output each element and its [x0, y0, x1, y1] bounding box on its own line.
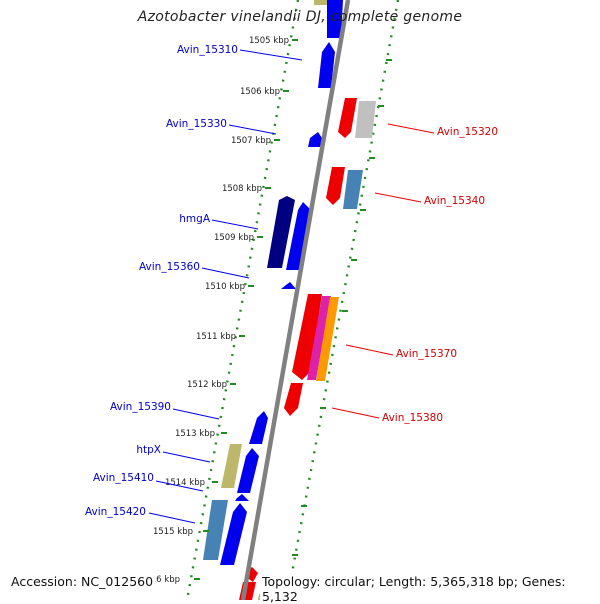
gene-feature[interactable] — [249, 411, 268, 444]
tick-label: 1510 kbp — [205, 282, 245, 292]
gene-feature[interactable] — [338, 98, 357, 138]
gene-feature[interactable] — [327, 0, 343, 38]
gene-feature[interactable] — [343, 170, 363, 209]
gene-feature[interactable] — [267, 196, 295, 268]
gene-feature[interactable] — [203, 500, 228, 560]
leader-line-htpx — [162, 451, 211, 463]
gene-feature[interactable] — [237, 448, 259, 493]
gene-label-avin-15320[interactable]: Avin_15320 — [437, 126, 498, 138]
gene-label-avin-15420[interactable]: Avin_15420 — [85, 506, 146, 518]
gene-label-avin-15410[interactable]: Avin_15410 — [93, 472, 154, 484]
right-tick-track — [285, 0, 400, 601]
genome-title: Azotobacter vinelandii DJ, complete geno… — [137, 9, 463, 25]
tick-label: 1512 kbp — [187, 380, 227, 390]
gene-feature[interactable] — [284, 383, 303, 416]
gene-feature[interactable] — [281, 282, 296, 289]
leader-line-avin-15420 — [148, 512, 196, 524]
leader-line-avin-15360 — [201, 267, 250, 279]
gene-label-htpx[interactable]: htpX — [136, 444, 161, 456]
leader-line-avin-15390 — [172, 408, 220, 420]
leader-line-avin-15340 — [374, 192, 422, 203]
gene-feature[interactable] — [326, 167, 345, 205]
gene-feature[interactable] — [355, 101, 376, 138]
gene-label-avin-15360[interactable]: Avin_15360 — [139, 261, 200, 273]
tick-label: 1505 kbp — [249, 36, 289, 46]
gene-label-avin-15370[interactable]: Avin_15370 — [396, 348, 457, 360]
tick-label: 1511 kbp — [196, 332, 236, 342]
leader-line-hmga — [211, 219, 259, 230]
tick-label: 1514 kbp — [165, 478, 205, 488]
leader-line-avin-15330 — [228, 124, 277, 135]
gene-feature[interactable] — [221, 444, 242, 488]
leader-line-avin-15370 — [345, 344, 394, 356]
gene-label-avin-15310[interactable]: Avin_15310 — [177, 44, 238, 56]
tick-label: 516 kbp — [145, 575, 180, 585]
leader-line-avin-15310 — [239, 49, 303, 61]
tick-label: 1508 kbp — [222, 184, 262, 194]
gene-feature[interactable] — [308, 132, 322, 147]
tick-label: 1507 kbp — [231, 136, 271, 146]
leader-lines — [148, 49, 435, 524]
gene-feature[interactable] — [220, 503, 247, 565]
tick-label: 1509 kbp — [214, 233, 254, 243]
gene-label-hmga[interactable]: hmgA — [179, 213, 211, 225]
gene-feature[interactable] — [307, 296, 331, 380]
topology-text: Topology: circular; Length: 5,365,318 bp… — [260, 574, 600, 604]
gene-labels: Avin_15310 Avin_15330 hmgA Avin_15360 Av… — [85, 44, 498, 518]
gene-label-avin-15380[interactable]: Avin_15380 — [382, 412, 443, 424]
gene-label-avin-15330[interactable]: Avin_15330 — [166, 118, 227, 130]
leader-line-avin-15320 — [387, 123, 435, 134]
gene-feature[interactable] — [292, 294, 322, 380]
leader-line-avin-15410 — [155, 480, 204, 492]
gene-label-avin-15390[interactable]: Avin_15390 — [110, 401, 171, 413]
gene-feature[interactable] — [286, 202, 311, 270]
tick-label: 1506 kbp — [240, 87, 280, 97]
gene-feature[interactable] — [314, 0, 328, 5]
tick-label: 1513 kbp — [175, 429, 215, 439]
tick-label: 1515 kbp — [153, 527, 193, 537]
scale-ticks: 1505 kbp 1506 kbp 1507 kbp 1508 kbp 1509… — [145, 36, 392, 585]
leader-line-avin-15380 — [331, 407, 380, 419]
gene-feature[interactable] — [318, 42, 335, 88]
genome-axis — [240, 0, 351, 601]
accession-text: Accession: NC_012560 — [9, 574, 156, 589]
gene-label-avin-15340[interactable]: Avin_15340 — [424, 195, 485, 207]
gene-feature[interactable] — [316, 297, 339, 381]
gene-feature[interactable] — [235, 494, 249, 501]
